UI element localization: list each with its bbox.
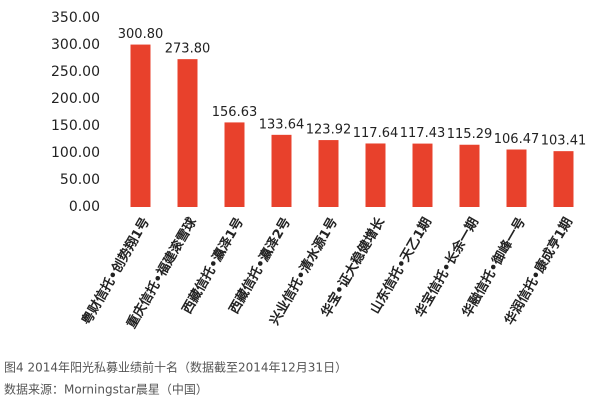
y-tick-label: 150.00 [51, 118, 100, 134]
y-tick-label: 350.00 [51, 10, 100, 26]
value-label: 300.80 [118, 27, 164, 42]
value-label: 156.63 [212, 105, 258, 120]
bar [271, 134, 292, 207]
bar [177, 59, 198, 208]
bar [506, 149, 527, 207]
source: 数据来源：Morningstar晨星（中国） [4, 382, 208, 397]
bar [130, 44, 151, 208]
value-label: 123.92 [306, 123, 352, 138]
bar [224, 122, 245, 207]
value-label: 273.80 [165, 42, 211, 57]
y-tick-label: 0.00 [69, 199, 100, 215]
y-tick-label: 100.00 [51, 145, 100, 161]
bar [459, 144, 480, 207]
value-label: 103.41 [541, 134, 587, 149]
value-label: 117.43 [400, 126, 446, 141]
bar [553, 151, 574, 207]
y-tick-label: 300.00 [51, 37, 100, 53]
value-label: 106.47 [494, 132, 540, 147]
y-tick-label: 250.00 [51, 64, 100, 80]
y-tick-label: 200.00 [51, 91, 100, 107]
bar [412, 143, 433, 207]
bar [365, 143, 386, 207]
value-label: 115.29 [447, 127, 493, 142]
value-label: 133.64 [259, 117, 305, 132]
value-label: 117.64 [353, 126, 399, 141]
bar [318, 140, 339, 207]
y-tick-label: 50.00 [60, 172, 100, 188]
caption: 图4 2014年阳光私募业绩前十名（数据截至2014年12月31日） [4, 360, 347, 375]
